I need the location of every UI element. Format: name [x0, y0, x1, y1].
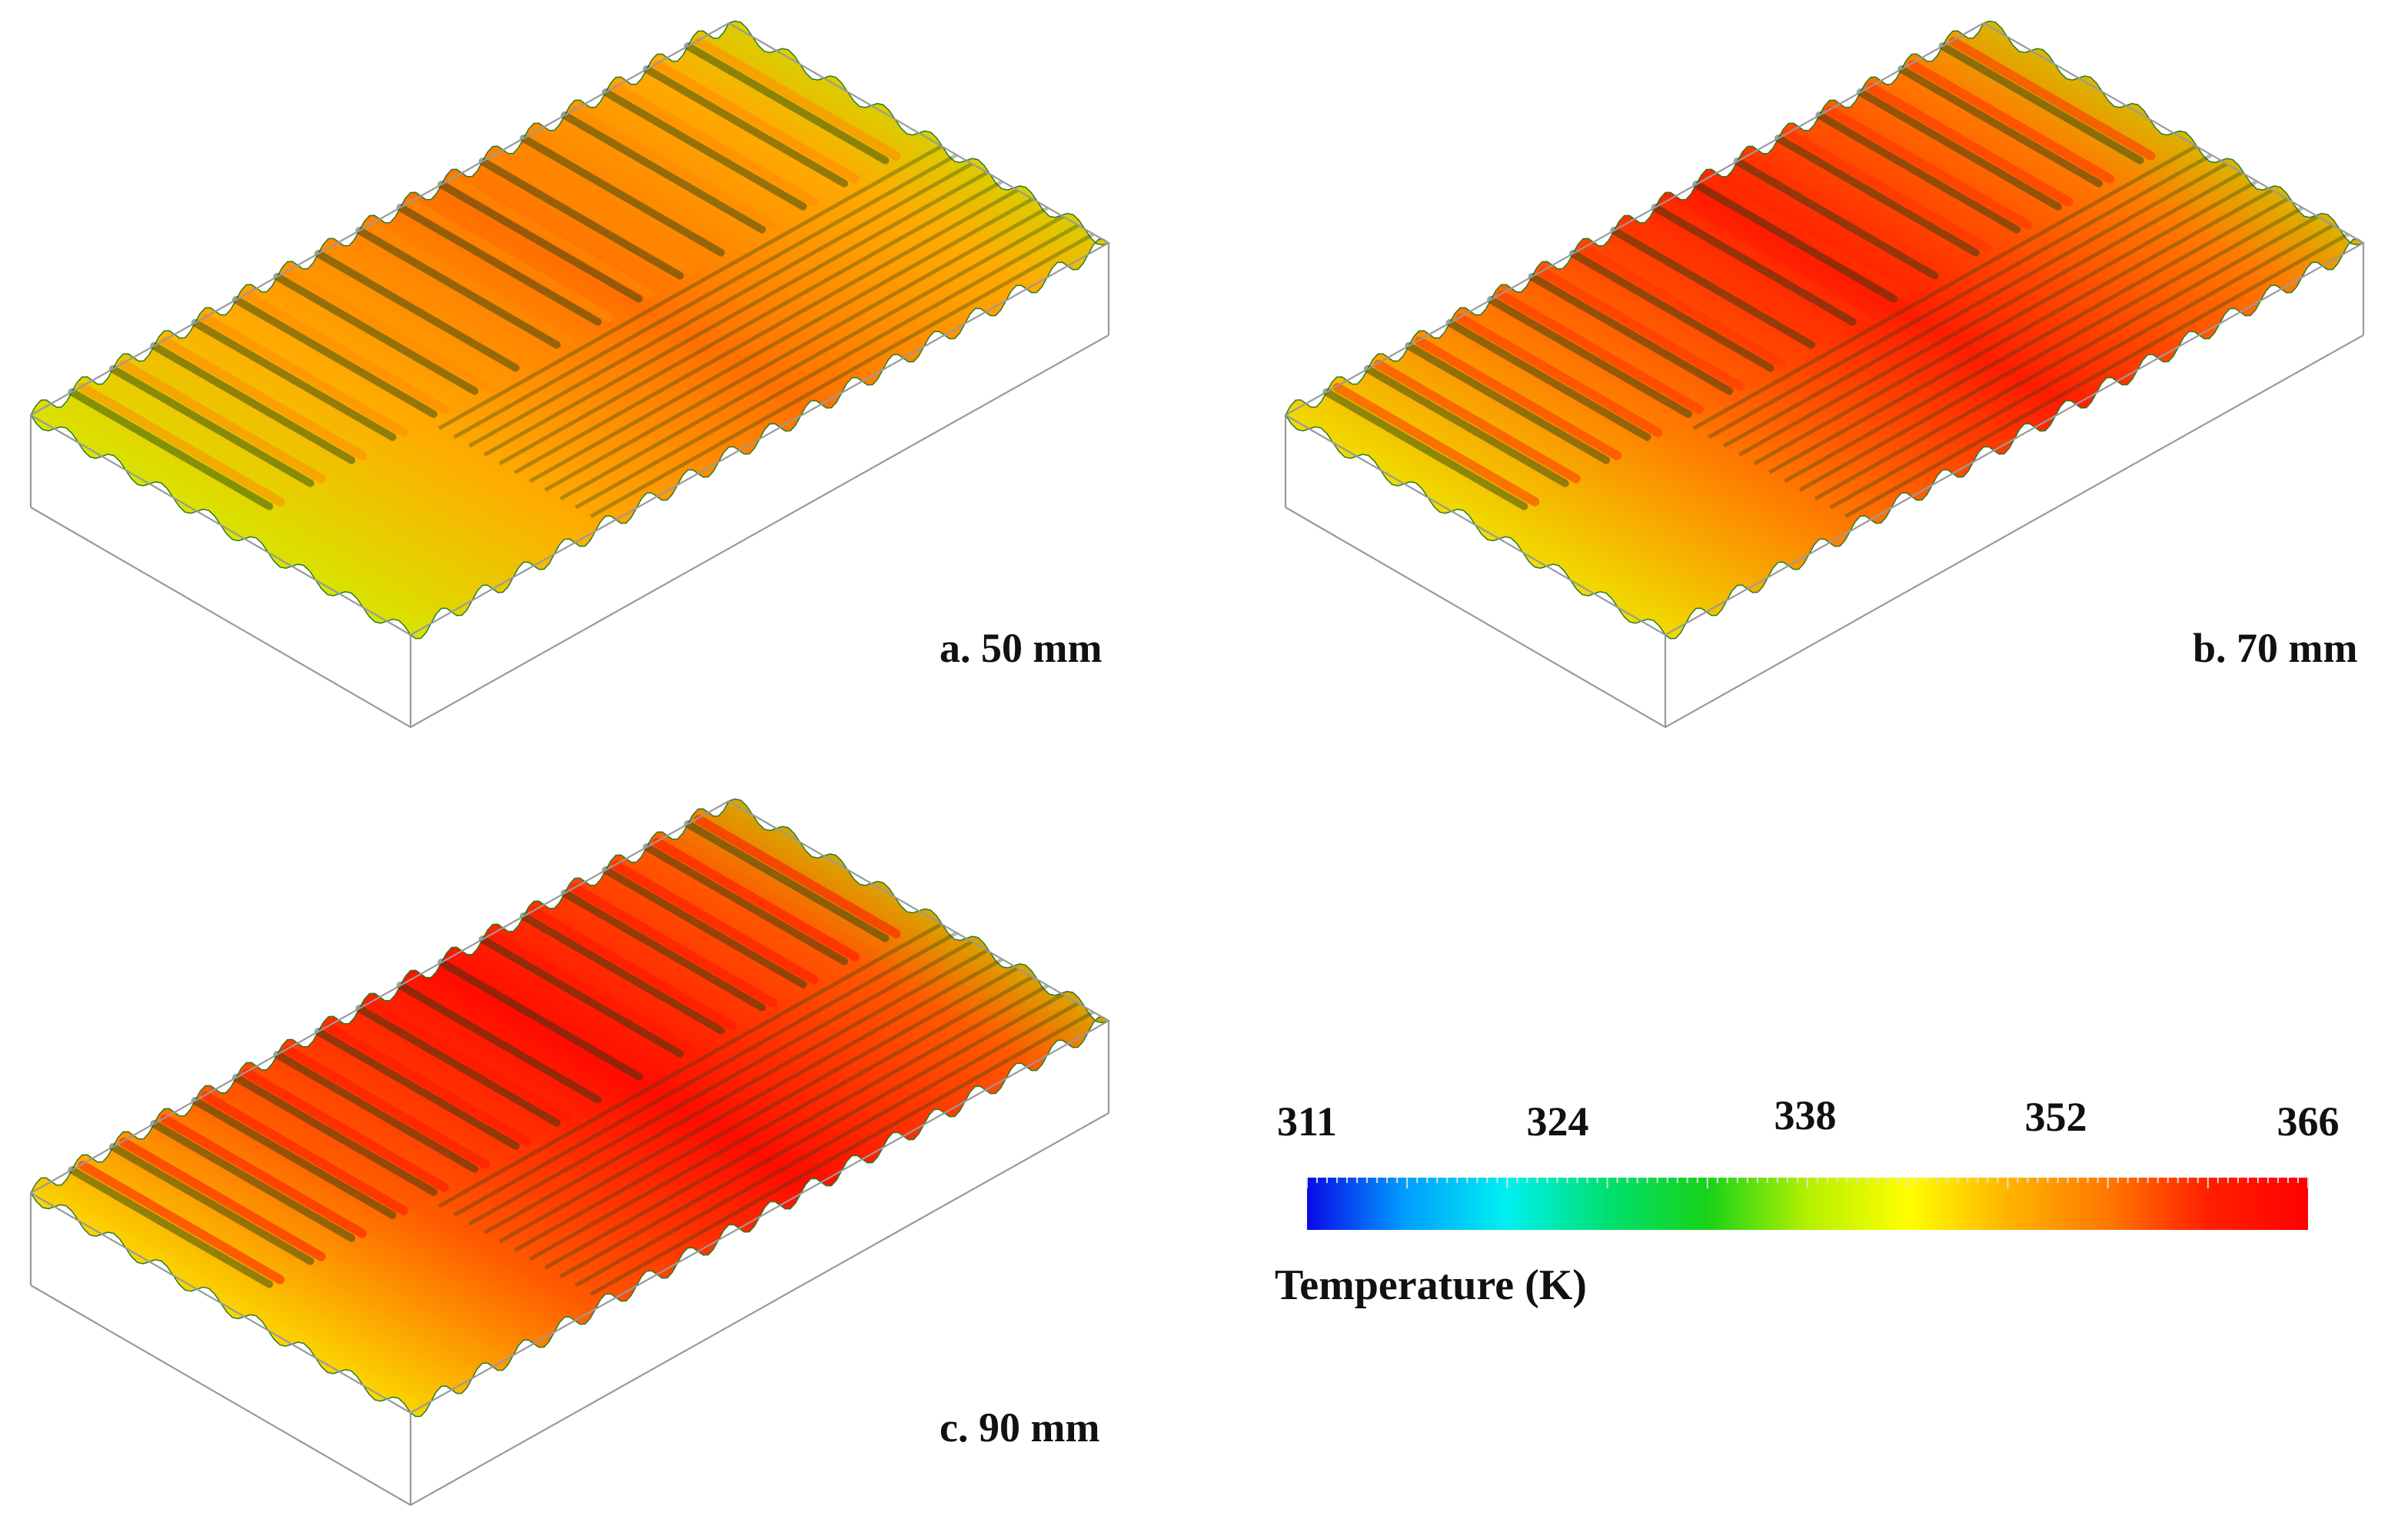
temperature-colorbar — [1306, 1178, 2309, 1230]
colorbar-tick-label: 338 — [1774, 1092, 1837, 1138]
panel-a-caption: a. 50 mm — [940, 625, 1103, 671]
colorbar-tick-label: 366 — [2277, 1098, 2340, 1145]
colorbar-tick-label: 324 — [1526, 1098, 1589, 1145]
colorbar-tick-label: 311 — [1276, 1098, 1338, 1145]
panel-b-caption: b. 70 mm — [2193, 625, 2358, 671]
heat-sink-plot-70mm — [1284, 20, 2366, 729]
colorbar-title: Temperature (K) — [1275, 1261, 1587, 1309]
heat-sink-plot-90mm — [29, 798, 1111, 1507]
heat-sink-plot-50mm — [29, 20, 1111, 729]
panel-c-caption: c. 90 mm — [940, 1404, 1100, 1451]
colorbar-tick-label: 352 — [2024, 1094, 2087, 1140]
